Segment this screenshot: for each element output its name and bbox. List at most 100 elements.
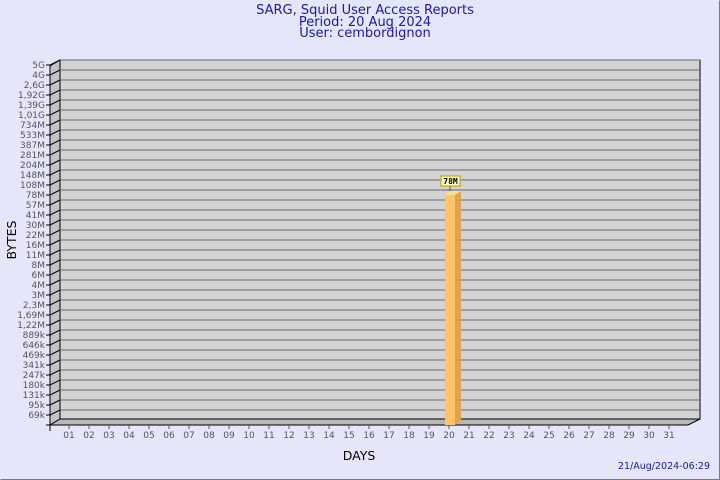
x-tick-label: 17 <box>383 431 394 441</box>
wall-gridline <box>49 139 61 146</box>
x-tick-label: 24 <box>523 431 535 441</box>
x-tick-label: 11 <box>263 431 274 441</box>
x-tick-label: 13 <box>303 431 314 441</box>
y-tick-label: 108M <box>20 181 45 191</box>
x-tick-label: 19 <box>423 431 435 441</box>
y-tick-label: 11M <box>26 251 45 261</box>
wall-gridline <box>49 189 61 196</box>
y-tick-label: 341k <box>23 361 46 371</box>
y-tick-label: 16M <box>26 241 45 251</box>
wall-gridline <box>49 219 61 226</box>
wall-gridline <box>49 279 61 286</box>
wall-gridline <box>49 199 61 206</box>
wall-gridline <box>49 59 61 66</box>
x-tick-label: 09 <box>223 431 235 441</box>
wall-gridline <box>49 179 61 186</box>
y-axis-label: BYTES <box>4 220 19 259</box>
y-tick-label: 646k <box>23 341 46 351</box>
y-tick-label: 469k <box>23 351 46 361</box>
y-tick-label: 5G <box>32 61 45 71</box>
bar-side <box>455 191 461 425</box>
y-tick-label: 78M <box>26 191 45 201</box>
x-tick-label: 18 <box>403 431 415 441</box>
wall-gridline <box>49 289 61 296</box>
wall-gridline <box>49 129 61 136</box>
x-tick-label: 03 <box>103 431 114 441</box>
x-axis-label: DAYS <box>343 448 376 463</box>
y-tick-label: 148M <box>20 171 45 181</box>
y-tick-label: 3M <box>32 291 46 301</box>
x-tick-label: 27 <box>583 431 594 441</box>
y-tick-label: 4G <box>32 71 45 81</box>
wall-gridline <box>49 339 61 346</box>
x-tick-label: 22 <box>483 431 494 441</box>
y-tick-label: 95k <box>28 401 45 411</box>
y-tick-label: 30M <box>26 221 45 231</box>
x-tick-label: 02 <box>83 431 94 441</box>
chart-title: SARG, Squid User Access Reports <box>256 3 474 18</box>
x-tick-label: 16 <box>363 431 375 441</box>
wall-gridline <box>49 409 61 416</box>
y-tick-label: 22M <box>26 231 45 241</box>
x-tick-label: 31 <box>663 431 674 441</box>
y-tick-label: 57M <box>26 201 45 211</box>
x-tick-label: 23 <box>503 431 514 441</box>
y-tick-label: 2,3M <box>23 301 45 311</box>
data-label-box <box>440 175 461 187</box>
y-tick-label: 6M <box>32 271 46 281</box>
x-tick-label: 26 <box>563 431 575 441</box>
wall-gridline <box>49 109 61 116</box>
y-tick-label: 69k <box>28 411 45 421</box>
wall-gridline <box>49 369 61 376</box>
y-tick-label: 1,69M <box>17 311 45 321</box>
wall-gridline <box>49 379 61 386</box>
y-tick-label: 889k <box>23 331 46 341</box>
chart-user: User: cembordignon <box>299 26 431 41</box>
wall-gridline <box>49 169 61 176</box>
y-tick-label: 1,92G <box>18 91 45 101</box>
bar <box>445 195 455 425</box>
wall-gridline <box>49 259 61 266</box>
wall-gridline <box>49 229 61 236</box>
wall-gridline <box>49 359 61 366</box>
y-tick-label: 131k <box>23 391 46 401</box>
y-tick-label: 204M <box>20 161 45 171</box>
y-tick-label: 1,22M <box>17 321 45 331</box>
data-label: 78M <box>443 177 458 186</box>
wall-gridline <box>49 119 61 126</box>
y-tick-label: 1,39G <box>18 101 45 111</box>
wall-gridline <box>49 159 61 166</box>
wall-gridline <box>49 399 61 406</box>
wall-gridline <box>49 329 61 336</box>
wall-gridline <box>49 79 61 86</box>
x-tick-label: 15 <box>343 431 354 441</box>
x-tick-label: 20 <box>443 431 455 441</box>
x-tick-label: 06 <box>163 431 175 441</box>
y-tick-label: 281M <box>20 151 45 161</box>
wall-gridline <box>49 299 61 306</box>
x-tick-label: 21 <box>463 431 474 441</box>
wall-gridline <box>49 209 61 216</box>
x-tick-label: 08 <box>203 431 215 441</box>
y-tick-label: 2,6G <box>24 81 45 91</box>
wall-gridline <box>49 69 61 76</box>
wall-gridline <box>49 389 61 396</box>
wall-gridline <box>49 99 61 106</box>
wall-gridline <box>49 249 61 256</box>
y-tick-label: 387M <box>20 141 45 151</box>
x-tick-label: 12 <box>283 431 294 441</box>
wall-gridline <box>49 149 61 156</box>
x-tick-label: 10 <box>243 431 255 441</box>
chart-period: Period: 20 Aug 2024 <box>298 15 432 30</box>
bar-top <box>445 191 461 195</box>
x-tick-label: 07 <box>183 431 194 441</box>
wall-gridline <box>49 349 61 356</box>
wall-gridline <box>49 89 61 96</box>
y-tick-label: 533M <box>20 131 45 141</box>
generated-timestamp: 21/Aug/2024-06:29 <box>617 461 710 472</box>
y-tick-label: 247k <box>23 371 46 381</box>
wall-gridline <box>49 269 61 276</box>
x-tick-label: 05 <box>143 431 154 441</box>
y-tick-label: 41M <box>26 211 45 221</box>
x-tick-label: 04 <box>123 431 135 441</box>
